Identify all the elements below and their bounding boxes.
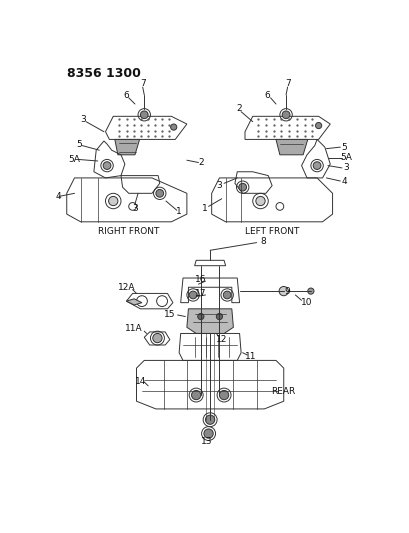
Text: 8: 8 — [259, 237, 265, 246]
Text: 12: 12 — [216, 335, 227, 344]
Circle shape — [255, 196, 265, 206]
Circle shape — [191, 391, 200, 400]
Text: 15: 15 — [164, 310, 175, 319]
Text: 1: 1 — [176, 207, 182, 216]
Circle shape — [279, 287, 288, 296]
Text: 3: 3 — [216, 181, 222, 190]
Circle shape — [153, 334, 162, 343]
Text: 6: 6 — [264, 91, 270, 100]
Circle shape — [223, 291, 231, 299]
Circle shape — [170, 124, 176, 130]
Text: REAR: REAR — [271, 387, 295, 395]
Polygon shape — [115, 140, 139, 155]
Text: 5: 5 — [76, 140, 82, 149]
Polygon shape — [187, 309, 233, 334]
Circle shape — [103, 161, 111, 169]
Circle shape — [312, 161, 320, 169]
Text: 11A: 11A — [125, 325, 143, 333]
Text: 3: 3 — [132, 204, 137, 213]
Text: 4: 4 — [341, 176, 346, 185]
Text: 5: 5 — [341, 143, 346, 151]
Circle shape — [189, 291, 196, 299]
Circle shape — [315, 123, 321, 128]
Text: 3: 3 — [342, 164, 348, 172]
Text: 2: 2 — [236, 104, 242, 113]
Text: 2: 2 — [198, 158, 204, 167]
Text: 7: 7 — [139, 79, 145, 88]
Text: 16: 16 — [194, 275, 206, 284]
Text: 5A: 5A — [340, 154, 352, 163]
Circle shape — [307, 288, 313, 294]
Text: 3: 3 — [80, 115, 86, 124]
Text: 1: 1 — [201, 204, 207, 213]
Circle shape — [203, 429, 213, 438]
Text: 5A: 5A — [67, 155, 79, 164]
Text: 14: 14 — [135, 377, 146, 386]
Circle shape — [108, 196, 118, 206]
Text: 4: 4 — [55, 192, 61, 201]
Circle shape — [140, 111, 148, 119]
Circle shape — [155, 189, 163, 197]
Circle shape — [205, 415, 214, 424]
Circle shape — [238, 183, 246, 191]
Text: 17: 17 — [194, 289, 206, 298]
Circle shape — [281, 111, 289, 119]
Text: 12A: 12A — [117, 283, 135, 292]
Text: LEFT FRONT: LEFT FRONT — [244, 227, 299, 236]
Circle shape — [197, 313, 203, 320]
Text: 8356 1300: 8356 1300 — [67, 67, 140, 80]
Text: 11: 11 — [244, 352, 256, 361]
Text: RIGHT FRONT: RIGHT FRONT — [98, 227, 159, 236]
Text: 9: 9 — [284, 287, 290, 296]
Polygon shape — [126, 299, 142, 305]
Text: 13: 13 — [200, 437, 211, 446]
Polygon shape — [275, 140, 307, 155]
Circle shape — [219, 391, 228, 400]
Circle shape — [216, 313, 222, 320]
Text: 6: 6 — [123, 91, 129, 100]
Text: 10: 10 — [301, 298, 312, 307]
Text: 7: 7 — [284, 79, 290, 88]
